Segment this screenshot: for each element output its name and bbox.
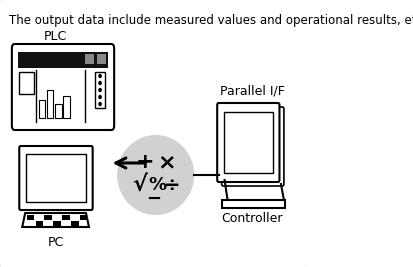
Text: √: √ <box>132 175 147 195</box>
Bar <box>47 90 53 118</box>
Bar <box>71 221 78 226</box>
Bar <box>222 200 285 208</box>
Text: The output data include measured values and operational results, etc.: The output data include measured values … <box>9 14 413 27</box>
Text: %: % <box>148 176 166 194</box>
Bar <box>45 215 52 220</box>
Bar <box>95 72 105 108</box>
Bar <box>26 154 86 202</box>
Circle shape <box>99 74 101 77</box>
Circle shape <box>99 81 101 84</box>
Circle shape <box>99 96 101 99</box>
Bar <box>27 215 34 220</box>
Bar <box>97 54 106 64</box>
Text: ×: × <box>157 152 176 172</box>
Bar <box>55 104 62 118</box>
FancyBboxPatch shape <box>0 0 308 267</box>
FancyBboxPatch shape <box>217 103 280 182</box>
Bar <box>38 100 45 118</box>
Bar <box>63 96 70 118</box>
FancyBboxPatch shape <box>12 44 114 130</box>
Text: PLC: PLC <box>44 30 67 43</box>
Bar <box>80 215 88 220</box>
Bar <box>224 112 273 173</box>
Text: +: + <box>136 152 154 172</box>
Circle shape <box>99 88 101 92</box>
Text: −: − <box>147 190 162 208</box>
Text: Controller: Controller <box>221 212 283 225</box>
Bar <box>36 221 43 226</box>
Bar <box>85 54 94 64</box>
Bar <box>18 52 108 68</box>
Text: PC: PC <box>47 236 64 249</box>
Bar <box>19 72 34 94</box>
Polygon shape <box>22 213 89 227</box>
FancyBboxPatch shape <box>19 146 93 210</box>
Text: Parallel I/F: Parallel I/F <box>220 84 285 97</box>
Ellipse shape <box>117 135 194 215</box>
FancyBboxPatch shape <box>222 107 284 186</box>
Circle shape <box>99 103 101 105</box>
Text: ÷: ÷ <box>164 175 180 194</box>
Bar <box>53 221 61 226</box>
Bar <box>62 215 70 220</box>
